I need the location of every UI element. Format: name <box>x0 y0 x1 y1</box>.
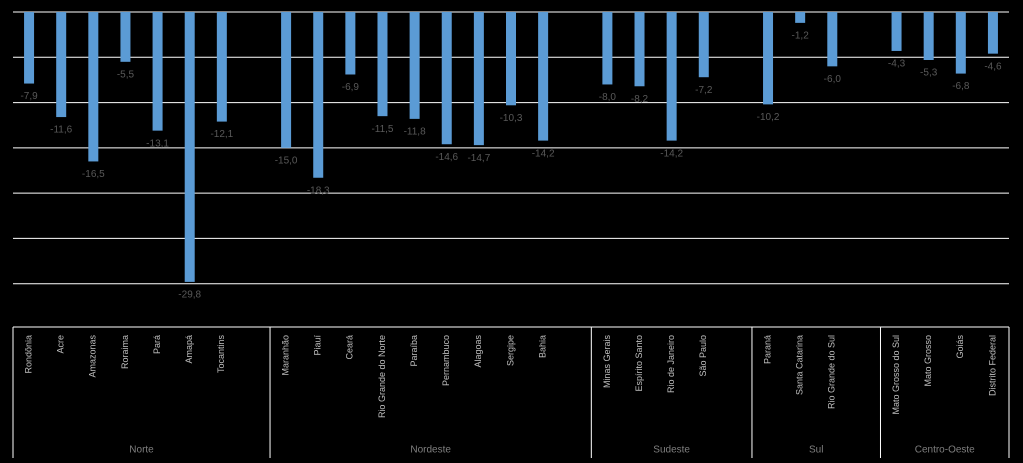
x-tick-label: Paraíba <box>409 335 419 367</box>
bar <box>120 12 131 62</box>
value-label: -18,3 <box>307 185 330 196</box>
x-tick-label: Goiás <box>955 335 965 359</box>
x-tick-label: Rio de Janeiro <box>666 335 676 393</box>
bar <box>923 12 934 61</box>
x-tick-label: São Paulo <box>698 335 708 377</box>
bar <box>24 12 35 84</box>
bar <box>216 12 227 122</box>
group-label: Norte <box>129 445 154 456</box>
bar <box>56 12 67 118</box>
x-tick-label: Alagoas <box>473 335 483 368</box>
bar <box>827 12 838 67</box>
x-tick-label: Mato Grosso <box>923 335 933 387</box>
bar <box>281 12 292 148</box>
x-tick-label: Piauí <box>313 335 323 356</box>
bar <box>602 12 613 85</box>
value-label: -11,8 <box>404 127 426 138</box>
group-label: Sul <box>809 445 823 456</box>
value-label: -4,6 <box>984 61 1002 72</box>
x-tick-label: Tocantins <box>216 335 226 374</box>
x-tick-label: Roraima <box>120 335 130 369</box>
x-tick-label: Amapá <box>184 335 194 364</box>
value-label: -5,3 <box>920 68 938 79</box>
x-tick-label: Ceará <box>345 335 355 360</box>
group-label: Centro-Oeste <box>915 445 975 456</box>
x-tick-label: Distrito Federal <box>987 335 997 396</box>
bar <box>666 12 677 141</box>
x-tick-label: Paraná <box>762 335 772 364</box>
value-label: -12,1 <box>210 129 233 140</box>
bar <box>987 12 998 54</box>
x-tick-label: Pará <box>152 335 162 354</box>
value-label: -10,2 <box>757 112 780 123</box>
value-label: -1,2 <box>792 31 810 42</box>
value-label: -6,8 <box>952 81 970 92</box>
bar <box>634 12 645 87</box>
bar <box>152 12 163 131</box>
value-label: -14,2 <box>660 148 683 159</box>
bar <box>891 12 902 51</box>
value-label: -16,5 <box>82 169 105 180</box>
value-label: -14,2 <box>532 148 555 159</box>
x-tick-label: Amazonas <box>88 335 98 378</box>
bar <box>377 12 388 117</box>
bar <box>313 12 324 178</box>
x-tick-label: Sergipe <box>505 335 515 366</box>
value-label: -4,3 <box>888 59 906 70</box>
group-label: Sudeste <box>653 445 690 456</box>
bar <box>506 12 516 106</box>
value-label: -8,0 <box>599 92 617 103</box>
x-tick-label: Maranhão <box>280 335 290 376</box>
x-tick-label: Mato Grosso do Sul <box>891 335 901 415</box>
x-tick-label: Santa Catarina <box>795 335 805 395</box>
value-label: -10,3 <box>500 113 523 124</box>
bar <box>795 12 806 23</box>
value-label: -5,5 <box>117 69 135 80</box>
value-label: -11,6 <box>50 125 72 136</box>
x-tick-label: Bahia <box>538 335 548 358</box>
x-tick-label: Pernambuco <box>441 335 451 386</box>
x-tick-label: Acre <box>56 335 66 354</box>
value-label: -7,2 <box>695 85 713 96</box>
x-tick-label: Espírito Santo <box>634 335 644 392</box>
value-label: -15,0 <box>275 155 298 166</box>
bar <box>409 12 420 119</box>
x-tick-label: Minas Gerais <box>602 335 612 389</box>
bar <box>698 12 709 78</box>
bar <box>763 12 774 105</box>
bar <box>184 12 195 282</box>
group-label: Nordeste <box>410 445 451 456</box>
bar <box>345 12 356 75</box>
value-label: -13,1 <box>146 138 169 149</box>
bar <box>955 12 966 74</box>
bar <box>473 12 484 146</box>
value-label: -8,2 <box>631 94 649 105</box>
x-tick-label: Rio Grande do Norte <box>377 335 387 418</box>
bar <box>441 12 452 145</box>
x-tick-label: Rondônia <box>23 335 33 374</box>
bar <box>538 12 549 141</box>
bar <box>88 12 99 162</box>
value-label: -7,9 <box>20 91 38 102</box>
x-tick-label: Rio Grande do Sul <box>827 335 837 409</box>
value-label: -14,6 <box>435 152 458 163</box>
value-label: -29,8 <box>178 290 201 301</box>
value-label: -6,0 <box>824 74 842 85</box>
value-label: -11,5 <box>371 124 393 135</box>
value-label: -6,9 <box>342 82 360 93</box>
value-label: -14,7 <box>467 153 490 164</box>
